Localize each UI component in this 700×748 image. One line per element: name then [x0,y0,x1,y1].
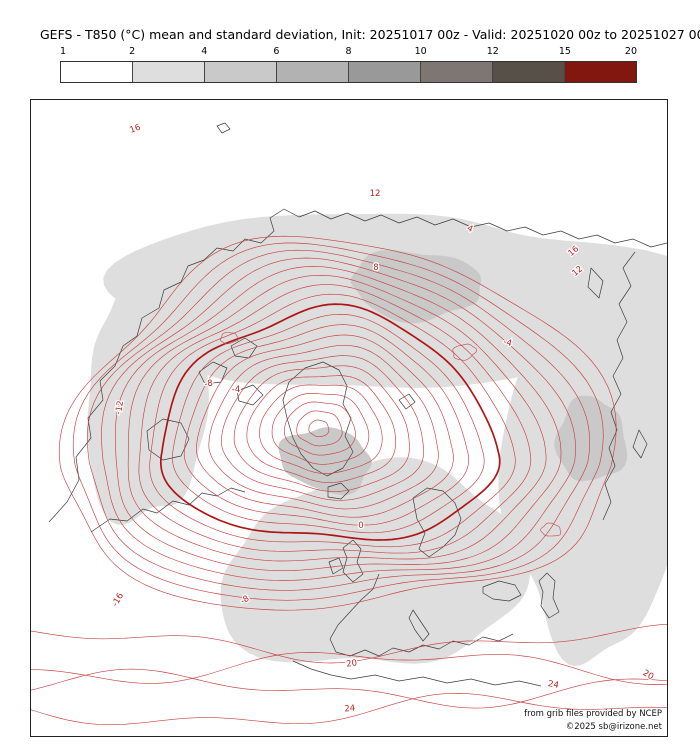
mean-contour [149,293,516,548]
mean-contour [31,668,667,709]
mean-contour [138,284,532,554]
mean-contour [31,652,667,685]
contour-label: -8 [204,378,214,389]
mean-contour [284,401,356,456]
coastline [587,267,604,299]
colorbar-tick-label: 12 [486,46,499,57]
colorbar-segment [565,62,636,82]
stddev-shading [554,395,628,482]
coastline [328,557,344,575]
credit-line-copyright: ©2025 sb@irizone.net [565,721,662,732]
mean-contour [308,419,330,437]
contour-label: 12 [370,189,381,199]
coastline [282,361,354,477]
coastline [90,487,246,533]
coastline [398,393,416,410]
coastline [342,539,364,583]
colorbar-tick-label: 15 [558,46,571,57]
mean-contour [246,375,397,483]
stddev-shading [220,457,531,664]
credit-line-ncep: from grib files provided by NCEP [524,708,662,719]
contour-label: -12 [114,400,126,415]
contour-label: 20 [346,658,358,669]
mean-contour [221,355,425,501]
mean-contour [171,313,485,534]
coastline [329,573,514,657]
mean-contour [31,692,667,726]
stddev-shading [87,262,209,525]
mean-contour [183,324,470,526]
mean-contour [196,334,454,518]
mean-contour [127,274,547,562]
coastline [408,609,430,642]
contour-label: -4 [502,337,513,349]
colorbar-tick-label: 8 [345,46,352,57]
coastline [216,122,231,134]
colorbar-segment [421,62,493,82]
coastline [602,251,636,521]
coastline [198,361,228,385]
colorbar-tick-label: 4 [201,46,208,57]
mean-contour [296,410,343,447]
colorbar-tick-label: 20 [624,46,637,57]
credits: from grib files provided by NCEP ©2025 s… [524,708,662,734]
contour-label: 4 [465,224,474,235]
mean-contour [159,303,501,541]
contour-label: -4 [232,385,240,395]
stddev-shading [278,427,372,496]
colorbar [60,61,637,83]
coastline [327,482,350,500]
coastline [292,660,542,687]
contour-label: 24 [344,704,356,715]
mean-contour [31,623,667,664]
colorbar-segment [493,62,565,82]
colorbar-segment [277,62,349,82]
mean-contour [101,257,576,581]
colorbar-segment [61,62,133,82]
contour-label: -16 [110,591,126,608]
mean-contour [271,392,370,465]
colorbar-ticks: 1 2 4 6 8 10 12 15 20 [60,46,637,59]
colorbar-segment [205,62,277,82]
contour-label: 20 [641,668,655,682]
mean-contour [540,522,561,537]
mean-contour [452,343,477,361]
mean-contour [72,242,604,601]
colorbar-tick-label: 6 [273,46,280,57]
coastline [236,384,264,406]
contour-label: 0 [358,521,363,531]
contour-label: 16 [129,123,143,136]
mean-contour [86,249,591,591]
coastline [283,208,667,248]
mean-contour [233,365,410,492]
colorbar-segment [349,62,421,82]
mean-contour [208,345,439,510]
chart-title: GEFS - T850 (°C) mean and standard devia… [40,27,700,42]
coastline [48,208,285,523]
mean-contour [58,235,617,611]
mean-contour [259,384,383,474]
coastline [632,429,648,459]
map-frame: 16 12 8 4 16 12 -4 -8 -4 -12 -16 -8 0 20 24 24 20 from g… [30,99,668,737]
coastline [230,337,258,359]
mean-contour [114,266,562,572]
colorbar-tick-label: 10 [414,46,427,57]
contour-label: 8 [373,263,378,273]
coastline [482,580,522,602]
contour-label: 24 [547,679,559,691]
colorbar-segment [133,62,205,82]
colorbar-tick-label: 1 [60,46,67,57]
mean-contour [219,332,239,345]
colorbar-tick-label: 2 [129,46,136,57]
coastline [538,572,560,619]
